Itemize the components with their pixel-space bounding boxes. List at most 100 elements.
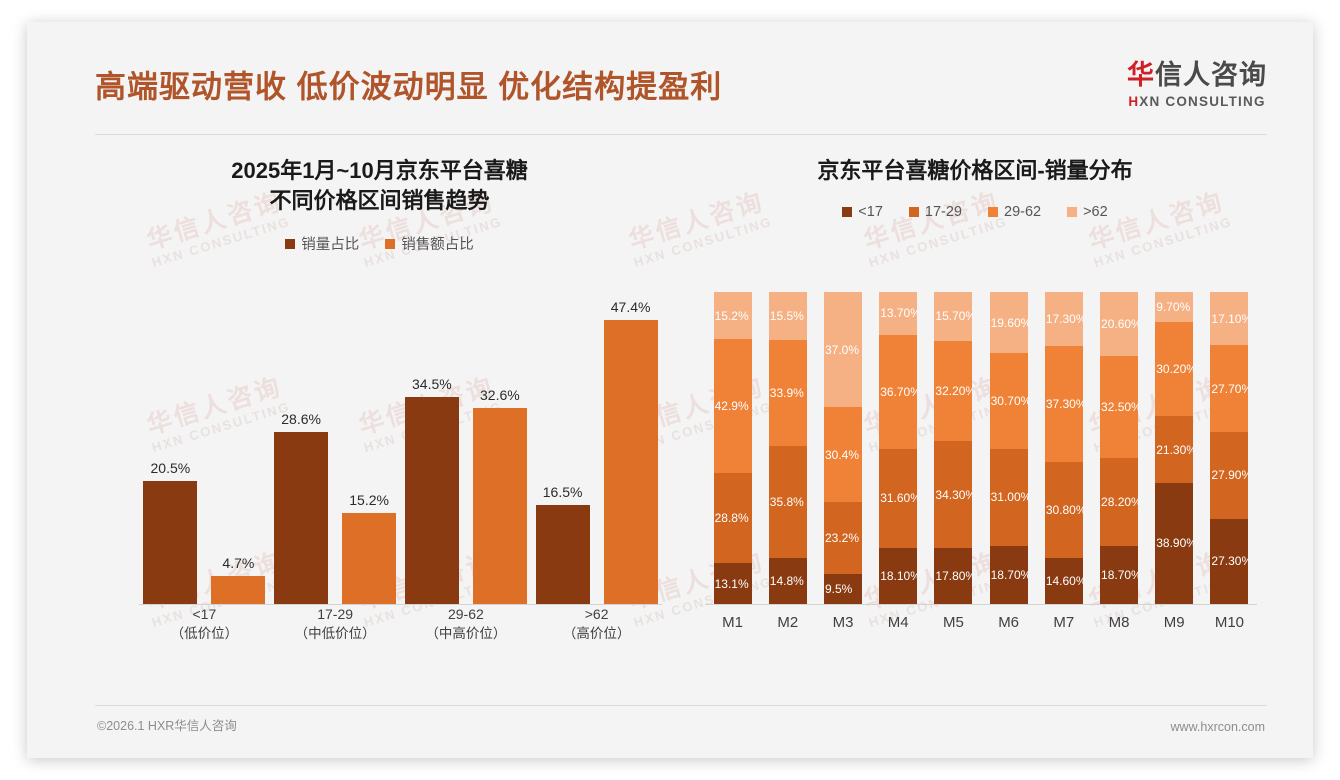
right-chart-segment-value-label: 30.80% bbox=[1045, 503, 1083, 518]
right-chart-bar-segment[interactable]: 27.30% bbox=[1210, 518, 1249, 604]
right-chart-bar-segment[interactable]: 32.20% bbox=[934, 340, 973, 442]
right-chart-stacked-bar[interactable]: 9.70% 30.20% 21.30% 38.90% bbox=[1155, 292, 1194, 604]
right-chart-bar-segment[interactable]: 35.8% bbox=[768, 446, 807, 558]
footer-website: www.hxrcon.com bbox=[1170, 720, 1265, 734]
left-chart-bar[interactable] bbox=[603, 319, 658, 604]
right-chart-bar-segment[interactable]: 34.30% bbox=[934, 441, 973, 549]
right-chart-bar-segment[interactable]: 18.70% bbox=[1100, 545, 1139, 604]
right-chart-stacked-bar[interactable]: 20.60% 32.50% 28.20% 18.70% bbox=[1100, 292, 1139, 604]
right-chart-legend-item[interactable]: <17 bbox=[842, 204, 883, 220]
left-chart-x-tick-label: >62 bbox=[584, 606, 609, 622]
right-chart-legend-item[interactable]: >62 bbox=[1067, 204, 1108, 220]
left-chart-title: 2025年1月~10月京东平台喜糖 不同价格区间销售趋势 bbox=[87, 142, 672, 215]
left-chart-bar[interactable] bbox=[211, 575, 266, 604]
left-chart-bar-value-label: 34.5% bbox=[412, 376, 452, 392]
right-chart-bar-segment[interactable]: 30.70% bbox=[989, 353, 1028, 449]
left-chart-bar-wrapper[interactable]: 15.2% bbox=[342, 292, 397, 604]
right-chart-stacked-bar[interactable]: 15.70% 32.20% 34.30% 17.80% bbox=[934, 292, 973, 604]
right-chart-bar-segment[interactable]: 23.2% bbox=[824, 502, 862, 575]
right-chart-bar-segment[interactable]: 18.10% bbox=[879, 547, 918, 604]
right-chart-stacked-bar[interactable]: 19.60% 30.70% 31.00% 18.70% bbox=[989, 292, 1028, 604]
right-chart-bar-segment[interactable]: 15.70% bbox=[934, 292, 973, 341]
right-chart-stacked-bar[interactable]: 15.5% 33.9% 35.8% 14.8% bbox=[768, 292, 807, 604]
left-chart-bar[interactable] bbox=[472, 408, 527, 604]
right-chart-segment-value-label: 28.20% bbox=[1101, 494, 1139, 509]
left-chart-bar[interactable] bbox=[404, 397, 459, 604]
right-chart-bar-segment[interactable]: 38.90% bbox=[1155, 482, 1194, 604]
right-chart-bar-segment[interactable]: 31.60% bbox=[879, 449, 918, 548]
right-chart-bar-segment[interactable]: 27.90% bbox=[1210, 431, 1249, 519]
right-chart-bar-segment[interactable]: 9.5% bbox=[824, 574, 862, 604]
left-chart-bar-wrapper[interactable]: 34.5% bbox=[404, 292, 459, 604]
right-chart-bar-segment[interactable]: 27.70% bbox=[1210, 345, 1249, 432]
right-chart-bar-segment[interactable]: 13.1% bbox=[713, 563, 752, 604]
right-chart-bar-segment[interactable]: 14.60% bbox=[1044, 558, 1083, 604]
right-chart-bar-segment[interactable]: 32.50% bbox=[1100, 356, 1139, 458]
right-chart-bar-segment[interactable]: 33.9% bbox=[768, 340, 807, 447]
left-chart-legend-item[interactable]: 销量占比 bbox=[285, 233, 359, 254]
right-chart-bar-segment[interactable]: 15.2% bbox=[713, 292, 752, 340]
left-chart-bar-wrapper[interactable]: 28.6% bbox=[274, 292, 329, 604]
left-chart-bar-wrapper[interactable]: 47.4% bbox=[603, 292, 658, 604]
left-chart-bar-wrapper[interactable]: 4.7% bbox=[211, 292, 266, 604]
right-chart-x-tick-label: M9 bbox=[1163, 614, 1185, 631]
right-chart-bar-segment[interactable]: 20.60% bbox=[1100, 292, 1139, 357]
left-chart-bar-value-label: 15.2% bbox=[349, 491, 389, 508]
right-chart-segment-value-label: 37.30% bbox=[1045, 397, 1083, 412]
right-chart-segment-value-label: 20.60% bbox=[1101, 317, 1139, 332]
right-chart-stacked-bar[interactable]: 13.70% 36.70% 31.60% 18.10% bbox=[879, 292, 918, 604]
right-chart-stacked-bar[interactable]: 15.2% 42.9% 28.8% 13.1% bbox=[713, 292, 752, 604]
right-chart-legend-item[interactable]: 29-62 bbox=[988, 204, 1041, 220]
right-chart-segment-value-label: 23.2% bbox=[825, 531, 860, 546]
right-chart-bar-segment[interactable]: 30.80% bbox=[1044, 462, 1083, 559]
left-chart-bar-wrapper[interactable]: 20.5% bbox=[143, 292, 198, 604]
left-chart-group: 34.5% 32.6% bbox=[401, 292, 532, 604]
right-chart-stacked-bar[interactable]: 37.0% 30.4% 23.2% 9.5% bbox=[824, 292, 862, 604]
right-chart-bar-segment[interactable]: 13.70% bbox=[879, 292, 918, 335]
right-chart-bar-segment[interactable]: 14.8% bbox=[768, 557, 807, 604]
right-chart-bar-segment[interactable]: 31.00% bbox=[989, 448, 1028, 546]
right-chart-column: 15.70% 32.20% 34.30% 17.80% bbox=[926, 292, 981, 604]
left-chart-x-tick-label: <17 bbox=[192, 606, 217, 622]
right-chart-bar-segment[interactable]: 15.5% bbox=[768, 292, 807, 341]
right-chart-bar-segment[interactable]: 42.9% bbox=[713, 339, 752, 474]
right-chart-bar-segment[interactable]: 18.70% bbox=[989, 545, 1028, 604]
left-chart-bar-value-label: 32.6% bbox=[480, 387, 520, 404]
right-chart-segment-value-label: 27.70% bbox=[1211, 381, 1249, 396]
right-chart-stacked-bar[interactable]: 17.10% 27.70% 27.90% 27.30% bbox=[1210, 292, 1249, 604]
right-chart-segment-value-label: 18.10% bbox=[880, 568, 918, 583]
right-chart-bar-segment[interactable]: 17.10% bbox=[1210, 292, 1249, 346]
left-chart-x-tick: 29-62 （中高价位） bbox=[401, 597, 532, 645]
legend-swatch-icon bbox=[988, 206, 998, 217]
left-chart-x-tick-sublabel: （高价位） bbox=[562, 626, 631, 642]
left-chart-title-line2: 不同价格区间销售趋势 bbox=[269, 187, 490, 213]
left-chart-bar-value-label: 28.6% bbox=[281, 411, 321, 428]
right-chart-bar-segment[interactable]: 30.4% bbox=[824, 407, 862, 503]
right-chart-segment-value-label: 30.20% bbox=[1156, 362, 1194, 377]
left-chart-bar-wrapper[interactable]: 16.5% bbox=[535, 292, 590, 604]
right-chart-x-tick-label: M4 bbox=[887, 614, 909, 631]
right-chart-segment-value-label: 17.80% bbox=[935, 569, 973, 584]
right-chart-bar-segment[interactable]: 17.30% bbox=[1044, 292, 1083, 346]
right-chart-bar-segment[interactable]: 37.30% bbox=[1044, 345, 1083, 463]
right-chart-bar-segment[interactable]: 28.20% bbox=[1100, 457, 1139, 546]
right-chart-bar-segment[interactable]: 17.80% bbox=[934, 548, 973, 604]
right-chart-bar-segment[interactable]: 37.0% bbox=[824, 292, 862, 408]
right-chart-bar-segment[interactable]: 36.70% bbox=[879, 334, 918, 450]
left-chart-legend-item[interactable]: 销售额占比 bbox=[385, 233, 474, 254]
left-chart-bar[interactable] bbox=[342, 512, 397, 604]
right-chart-bar-segment[interactable]: 28.8% bbox=[713, 473, 752, 564]
right-chart-bar-segment[interactable]: 9.70% bbox=[1155, 292, 1194, 323]
right-chart-bar-segment[interactable]: 21.30% bbox=[1155, 416, 1194, 483]
right-chart-segment-value-label: 30.70% bbox=[990, 394, 1028, 409]
right-chart-legend-item[interactable]: 17-29 bbox=[908, 204, 962, 220]
right-chart-segment-value-label: 27.30% bbox=[1211, 554, 1249, 569]
left-chart-bar[interactable] bbox=[143, 481, 198, 604]
right-chart-stacked-bar[interactable]: 17.30% 37.30% 30.80% 14.60% bbox=[1044, 292, 1083, 604]
right-chart-bar-segment[interactable]: 19.60% bbox=[989, 292, 1028, 354]
left-chart-bar[interactable] bbox=[274, 432, 329, 604]
right-chart-bar-segment[interactable]: 30.20% bbox=[1155, 322, 1194, 417]
left-chart-bar-wrapper[interactable]: 32.6% bbox=[472, 292, 527, 604]
left-chart-bar[interactable] bbox=[535, 505, 590, 604]
right-chart-segment-value-label: 35.8% bbox=[769, 494, 804, 509]
